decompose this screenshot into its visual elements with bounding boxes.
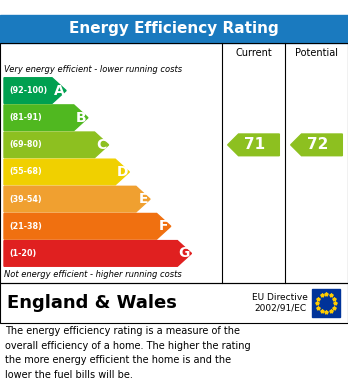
Polygon shape xyxy=(291,134,342,156)
Text: D: D xyxy=(117,165,128,179)
Bar xyxy=(312,289,340,317)
Polygon shape xyxy=(4,132,109,158)
Polygon shape xyxy=(4,159,129,185)
Bar xyxy=(0,283,348,323)
Text: Energy Efficiency Rating: Energy Efficiency Rating xyxy=(69,22,279,36)
Bar xyxy=(0,283,348,323)
Text: E: E xyxy=(138,192,148,206)
Bar xyxy=(0,43,348,283)
Text: 72: 72 xyxy=(307,137,328,152)
Text: (81-91): (81-91) xyxy=(9,113,42,122)
Polygon shape xyxy=(4,78,66,103)
Polygon shape xyxy=(4,240,191,266)
Text: 71: 71 xyxy=(244,137,265,152)
Text: G: G xyxy=(179,246,190,260)
Polygon shape xyxy=(4,105,88,131)
Text: (1-20): (1-20) xyxy=(9,249,36,258)
Text: England & Wales: England & Wales xyxy=(7,294,177,312)
Text: Not energy efficient - higher running costs: Not energy efficient - higher running co… xyxy=(4,270,182,279)
Text: A: A xyxy=(54,84,64,98)
Text: (21-38): (21-38) xyxy=(9,222,42,231)
Text: (69-80): (69-80) xyxy=(9,140,42,149)
Bar xyxy=(0,15,348,43)
Text: Potential: Potential xyxy=(295,48,338,58)
Text: (92-100): (92-100) xyxy=(9,86,47,95)
Text: F: F xyxy=(159,219,168,233)
Text: B: B xyxy=(76,111,86,125)
Text: Current: Current xyxy=(235,48,272,58)
Text: Very energy efficient - lower running costs: Very energy efficient - lower running co… xyxy=(4,65,182,74)
Text: The energy efficiency rating is a measure of the
overall efficiency of a home. T: The energy efficiency rating is a measur… xyxy=(5,326,251,380)
Text: EU Directive
2002/91/EC: EU Directive 2002/91/EC xyxy=(252,293,308,313)
Text: C: C xyxy=(96,138,107,152)
Polygon shape xyxy=(4,213,171,239)
Text: (55-68): (55-68) xyxy=(9,167,42,176)
Text: (39-54): (39-54) xyxy=(9,195,42,204)
Polygon shape xyxy=(228,134,279,156)
Polygon shape xyxy=(4,187,150,212)
